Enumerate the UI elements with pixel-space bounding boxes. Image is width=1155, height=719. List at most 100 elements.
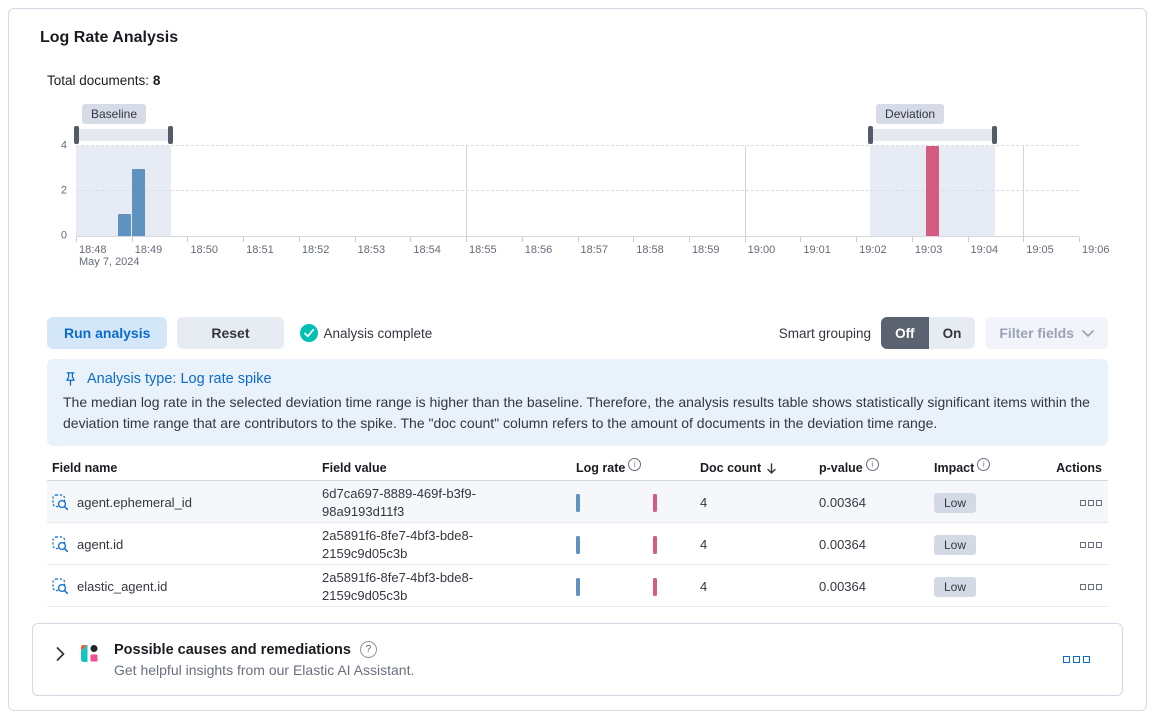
field-value: 6d7ca697-8889-469f-b3f9-98a9193d11f3	[322, 486, 476, 519]
table-row: agent.id 2a5891f6-8fe7-4bf3-bde8-2159c9d…	[47, 523, 1108, 565]
field-name: agent.id	[77, 537, 124, 553]
analysis-status: Analysis complete	[299, 324, 433, 342]
actions-cell	[1039, 583, 1108, 590]
controls-right: Smart grouping Off On Filter fields	[779, 317, 1108, 349]
field-value: 2a5891f6-8fe7-4bf3-bde8-2159c9d05c3b	[322, 570, 474, 603]
reset-button[interactable]: Reset	[177, 317, 284, 349]
main-content: Total documents: 8 Baseline Deviation 0 2 4…	[47, 73, 1110, 607]
field-name-cell: agent.id	[47, 536, 317, 553]
filter-fields-button[interactable]: Filter fields	[985, 317, 1108, 349]
x-tick	[911, 237, 913, 242]
log-rate-mini-chart	[571, 577, 695, 596]
analysis-status-label: Analysis complete	[323, 325, 433, 341]
check-circle-icon	[299, 324, 318, 342]
possible-causes-subtitle: Get helpful insights from our Elastic AI…	[114, 662, 415, 678]
x-tick	[744, 237, 746, 242]
log-rate-mini-chart	[571, 493, 695, 512]
field-name-cell: elastic_agent.id	[47, 578, 317, 595]
x-axis-label: 19:05	[1026, 244, 1054, 256]
pin-icon	[66, 372, 75, 386]
field-value: 2a5891f6-8fe7-4bf3-bde8-2159c9d05c3b	[322, 528, 474, 561]
x-axis-label: 18:52	[301, 244, 330, 256]
brush-handle[interactable]	[992, 126, 998, 144]
x-tick	[633, 237, 635, 242]
impact-badge: Low	[934, 492, 977, 513]
field-name: agent.ephemeral_id	[77, 495, 192, 511]
chevron-right-icon[interactable]	[56, 647, 65, 661]
total-documents: Total documents: 8	[47, 73, 1108, 88]
x-tick	[466, 237, 468, 242]
possible-causes-title-row: Possible causes and remediations ?	[114, 641, 1063, 658]
x-tick	[298, 237, 300, 242]
info-icon[interactable]: i	[865, 457, 879, 471]
document-count-chart: Baseline Deviation 0 2 4 May 7, 2024 18:48 1…	[61, 104, 1110, 269]
brush-baseline[interactable]	[74, 126, 173, 144]
x-gridline	[1023, 146, 1025, 236]
y-axis-label: 4	[60, 139, 67, 152]
chart-bar	[117, 213, 131, 236]
smart-grouping-on-button[interactable]: On	[928, 317, 976, 349]
x-axis-label: 19:04	[970, 244, 999, 256]
smart-grouping-off-button[interactable]: Off	[881, 317, 929, 349]
field-search-icon[interactable]	[52, 494, 69, 511]
controls-left: Run analysis Reset Analysis complete	[47, 317, 432, 349]
col-doc-count[interactable]: Doc count	[695, 461, 814, 475]
help-icon[interactable]: ?	[359, 641, 377, 658]
panel-actions-button[interactable]	[1063, 656, 1090, 663]
x-tick	[243, 237, 245, 242]
x-axis-label: 19:01	[803, 244, 831, 256]
col-field-value[interactable]: Field value	[322, 461, 387, 475]
info-icon[interactable]: i	[977, 457, 991, 471]
x-tick	[521, 237, 523, 242]
info-icon[interactable]: i	[628, 457, 642, 471]
mini-baseline-bar	[576, 577, 580, 596]
x-axis-label: 18:51	[246, 244, 274, 256]
brush-handle[interactable]	[868, 126, 874, 144]
impact-cell: Low	[929, 534, 1039, 555]
chart-bar	[925, 146, 939, 236]
x-tick	[187, 237, 189, 242]
row-actions-button[interactable]	[1080, 583, 1102, 590]
field-search-icon[interactable]	[52, 578, 69, 595]
chart-bar	[131, 168, 145, 236]
x-tick	[800, 237, 802, 242]
callout-body: The median log rate in the selected devi…	[63, 394, 1090, 431]
y-gridline	[76, 145, 1079, 146]
table-header: Field name Field value Log rate i Doc cou…	[47, 456, 1108, 481]
col-log-rate[interactable]: Log rate i	[571, 457, 695, 475]
run-analysis-button[interactable]: Run analysis	[47, 317, 168, 349]
possible-causes-panel[interactable]: Possible causes and remediations ? Get h…	[32, 623, 1123, 696]
doc-count: 4	[700, 537, 708, 553]
field-search-icon[interactable]	[52, 536, 69, 553]
x-axis-label: 19:02	[859, 244, 887, 256]
x-tick	[410, 237, 412, 242]
row-actions-button[interactable]	[1080, 541, 1102, 548]
col-actions: Actions	[1056, 461, 1102, 475]
doc-count: 4	[700, 495, 708, 511]
x-axis-label: 18:50	[190, 244, 218, 256]
col-p-value[interactable]: p-value i	[814, 457, 929, 475]
x-axis-label: 18:53	[357, 244, 386, 256]
chart-plot: 0 2 4	[61, 140, 1079, 241]
p-value: 0.00364	[819, 579, 866, 595]
x-axis-label: 18:54	[413, 244, 441, 256]
log-rate-analysis-panel: Log Rate Analysis Total documents: 8 Bas…	[8, 8, 1147, 711]
brush-handle[interactable]	[74, 126, 79, 144]
col-impact[interactable]: Impact i	[929, 457, 1039, 475]
field-name: elastic_agent.id	[77, 579, 168, 595]
x-tick	[577, 237, 579, 242]
smart-grouping-label: Smart grouping	[778, 325, 872, 341]
x-axis-label: 18:59	[691, 244, 720, 256]
brush-bars	[74, 124, 1079, 146]
total-documents-value: 8	[152, 73, 161, 88]
brush-handle[interactable]	[167, 126, 173, 144]
row-actions-button[interactable]	[1080, 499, 1102, 506]
sort-desc-icon	[765, 462, 778, 475]
x-tick	[967, 237, 969, 242]
filter-fields-label: Filter fields	[999, 325, 1074, 341]
y-axis-label: 2	[60, 184, 67, 197]
col-field-name[interactable]: Field name	[52, 461, 118, 475]
brush-label-deviation: Deviation	[876, 104, 945, 124]
x-gridline	[744, 146, 746, 236]
brush-deviation[interactable]	[868, 126, 998, 144]
